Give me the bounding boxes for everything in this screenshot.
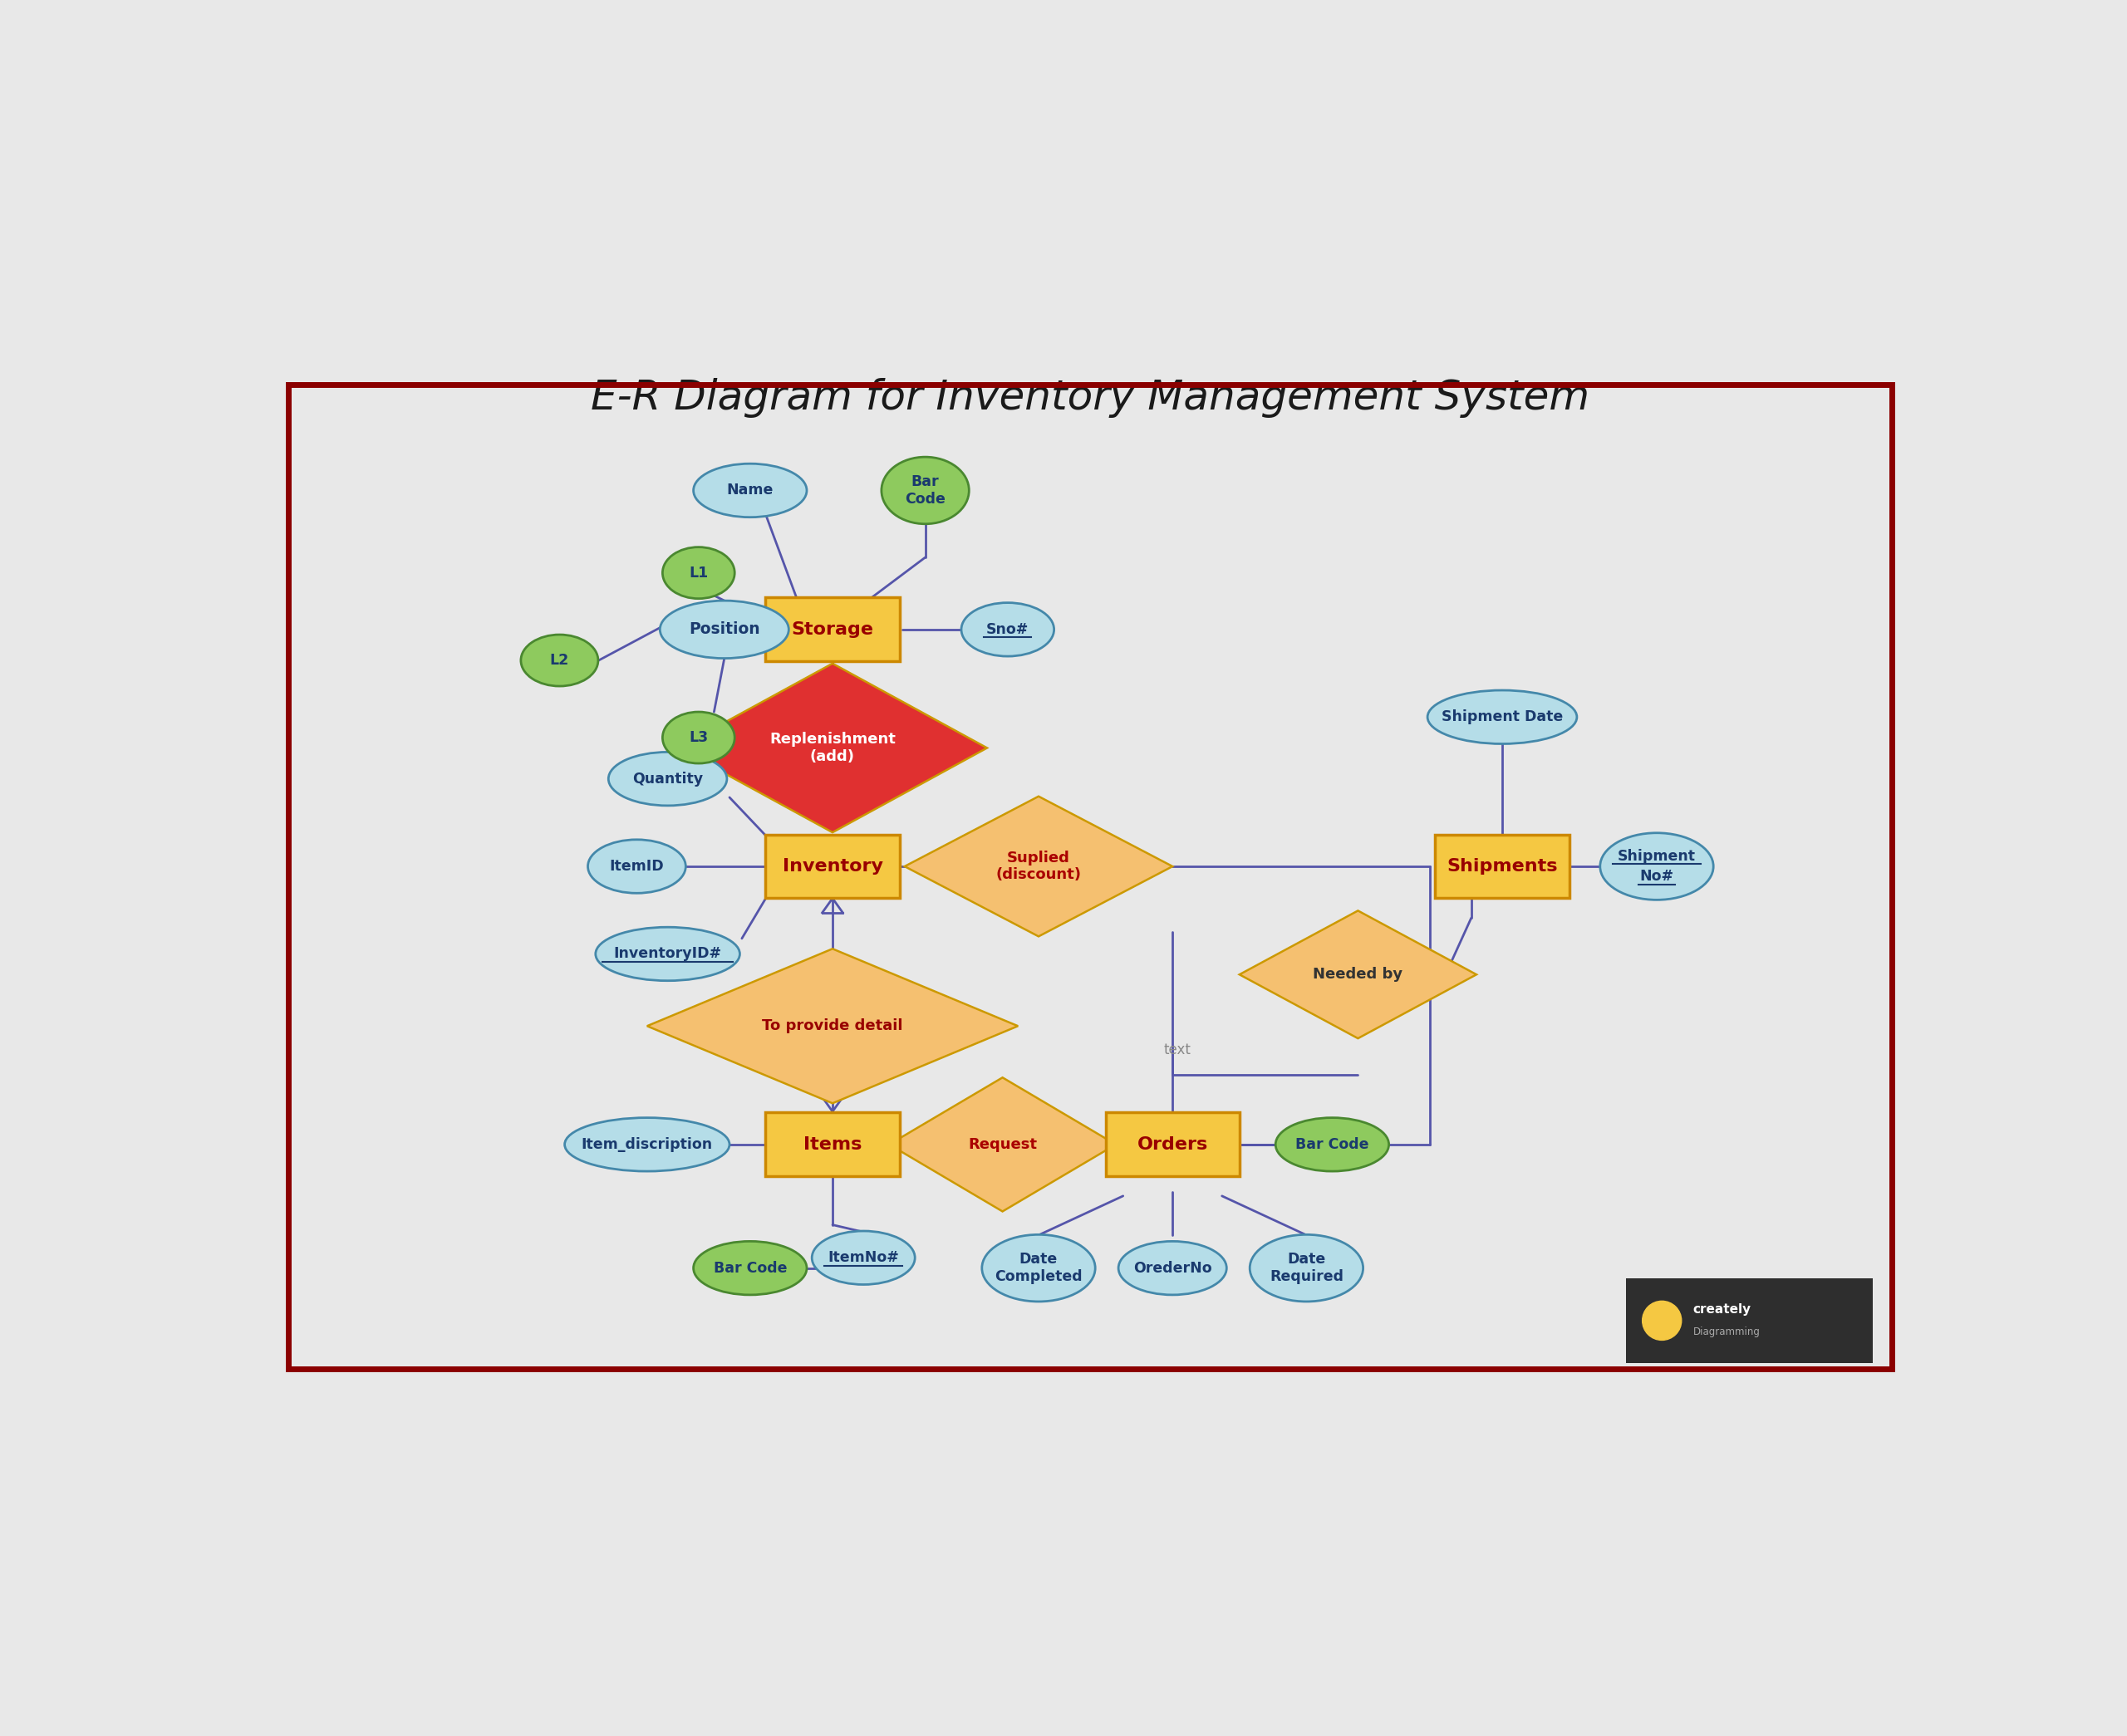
Text: Suplied
(discount): Suplied (discount) — [995, 851, 1081, 882]
Text: ItemNo#: ItemNo# — [827, 1250, 900, 1266]
Ellipse shape — [1119, 1241, 1227, 1295]
Ellipse shape — [1251, 1234, 1363, 1302]
Text: No#: No# — [1640, 870, 1674, 884]
Text: Items: Items — [804, 1135, 861, 1153]
Ellipse shape — [661, 547, 734, 599]
Ellipse shape — [813, 1231, 915, 1285]
Text: Orders: Orders — [1138, 1135, 1208, 1153]
Text: L3: L3 — [689, 731, 708, 745]
Ellipse shape — [881, 457, 970, 524]
Ellipse shape — [1276, 1118, 1389, 1172]
Text: Needed by: Needed by — [1312, 967, 1404, 983]
Text: ItemID: ItemID — [610, 859, 664, 873]
Ellipse shape — [659, 601, 789, 658]
Text: Shipment Date: Shipment Date — [1442, 710, 1563, 724]
Polygon shape — [1240, 911, 1476, 1038]
Ellipse shape — [693, 464, 806, 517]
Text: L2: L2 — [551, 653, 570, 668]
Ellipse shape — [661, 712, 734, 764]
Text: Item_discription: Item_discription — [581, 1137, 713, 1153]
Ellipse shape — [521, 635, 598, 686]
Text: Bar Code: Bar Code — [713, 1260, 787, 1276]
Text: Date
Completed: Date Completed — [995, 1252, 1083, 1285]
Text: Storage: Storage — [791, 621, 874, 637]
Ellipse shape — [587, 840, 685, 892]
Ellipse shape — [596, 927, 740, 981]
FancyBboxPatch shape — [766, 835, 900, 898]
Text: To provide detail: To provide detail — [761, 1019, 904, 1033]
Polygon shape — [904, 797, 1172, 936]
FancyBboxPatch shape — [1436, 835, 1570, 898]
Polygon shape — [889, 1078, 1117, 1212]
Polygon shape — [679, 663, 987, 832]
Text: Shipment: Shipment — [1619, 849, 1695, 863]
Text: OrederNo: OrederNo — [1134, 1260, 1212, 1276]
FancyBboxPatch shape — [1106, 1113, 1240, 1177]
Ellipse shape — [1600, 833, 1714, 899]
FancyBboxPatch shape — [1625, 1278, 1874, 1363]
Ellipse shape — [693, 1241, 806, 1295]
Circle shape — [1642, 1300, 1682, 1340]
Text: Quantity: Quantity — [632, 771, 704, 786]
Ellipse shape — [961, 602, 1055, 656]
Text: InventoryID#: InventoryID# — [615, 946, 721, 962]
Text: Inventory: Inventory — [783, 858, 883, 875]
Text: Diagramming: Diagramming — [1693, 1326, 1759, 1337]
Text: Date
Required: Date Required — [1270, 1252, 1344, 1285]
Text: Replenishment
(add): Replenishment (add) — [770, 733, 895, 764]
Text: Position: Position — [689, 621, 759, 637]
Text: L1: L1 — [689, 566, 708, 580]
Text: Bar Code: Bar Code — [1295, 1137, 1370, 1153]
FancyBboxPatch shape — [766, 597, 900, 661]
Text: creately: creately — [1693, 1304, 1751, 1316]
Text: E-R Diagram for Inventory Management System: E-R Diagram for Inventory Management Sys… — [591, 378, 1589, 418]
Text: text: text — [1163, 1042, 1191, 1057]
Ellipse shape — [564, 1118, 730, 1172]
Text: Bar
Code: Bar Code — [904, 474, 947, 507]
Text: Request: Request — [968, 1137, 1038, 1153]
Polygon shape — [647, 950, 1019, 1104]
Text: Sno#: Sno# — [987, 621, 1029, 637]
Text: Shipments: Shipments — [1446, 858, 1557, 875]
Ellipse shape — [608, 752, 727, 806]
Ellipse shape — [1427, 691, 1576, 743]
Ellipse shape — [983, 1234, 1095, 1302]
FancyBboxPatch shape — [766, 1113, 900, 1177]
Text: Name: Name — [727, 483, 774, 498]
